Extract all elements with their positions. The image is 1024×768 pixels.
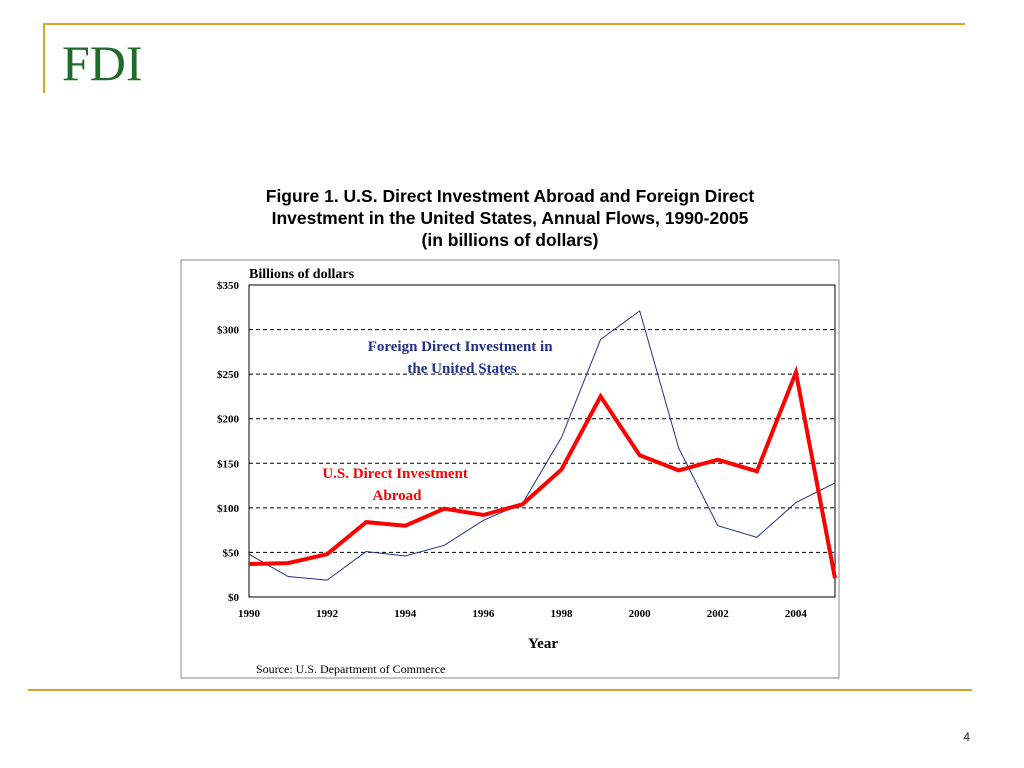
y-tick-label: $200: [217, 414, 240, 426]
y-tick-label: $100: [217, 503, 240, 515]
y-tick-label: $300: [217, 325, 240, 337]
plot-area-border: [248, 284, 836, 598]
x-tick-label: 2000: [629, 608, 652, 620]
figure-title-line: (in billions of dollars): [421, 230, 599, 250]
series-label-usdia: U.S. Direct Investment Abroad: [322, 466, 471, 504]
x-tick-label: 1994: [394, 608, 417, 620]
y-tick-label: $250: [217, 369, 240, 381]
y-tick-label: $0: [228, 592, 240, 604]
source-note: Source: U.S. Department of Commerce: [256, 662, 445, 676]
y-tick-label: $350: [217, 280, 240, 292]
series-label-line: U.S. Direct Investment: [322, 466, 468, 482]
x-axis-ticks: 1990 1992 1994 1996 1998 2000 2002 2004: [238, 608, 807, 620]
page-number: 4: [963, 730, 970, 744]
figure-title-line: Figure 1. U.S. Direct Investment Abroad …: [265, 186, 755, 206]
y-tick-label: $50: [223, 547, 240, 559]
series-lines: [248, 310, 837, 581]
y-axis-ticks: $0 $50 $100 $150 $200 $250 $300 $350: [217, 280, 240, 604]
slide-left-rule: [43, 23, 45, 93]
x-axis-label: Year: [528, 636, 558, 652]
y-axis-label: Billions of dollars: [249, 267, 355, 282]
y-tick-label: $150: [217, 458, 240, 470]
x-tick-label: 1992: [316, 608, 339, 620]
figure-title: Figure 1. U.S. Direct Investment Abroad …: [180, 185, 840, 251]
x-tick-label: 2004: [785, 608, 808, 620]
x-tick-label: 1996: [472, 608, 495, 620]
series-line-us-direct-investment-abroad: [248, 365, 837, 579]
x-tick-label: 1998: [551, 608, 574, 620]
series-label-line: Foreign Direct Investment in: [368, 339, 553, 355]
slide-title: FDI: [62, 35, 143, 91]
slide-bottom-rule: [28, 689, 972, 691]
slide-top-rule: [43, 23, 965, 25]
x-tick-label: 1990: [238, 608, 261, 620]
x-tick-label: 2002: [707, 608, 730, 620]
series-line-fdi-in-us: [248, 310, 836, 581]
series-label-fdi: Foreign Direct Investment in the United …: [368, 339, 557, 377]
series-label-line: Abroad: [373, 488, 423, 504]
chart-border: [180, 259, 840, 679]
series-label-line: the United States: [407, 361, 516, 377]
figure-title-line: Investment in the United States, Annual …: [271, 208, 749, 228]
